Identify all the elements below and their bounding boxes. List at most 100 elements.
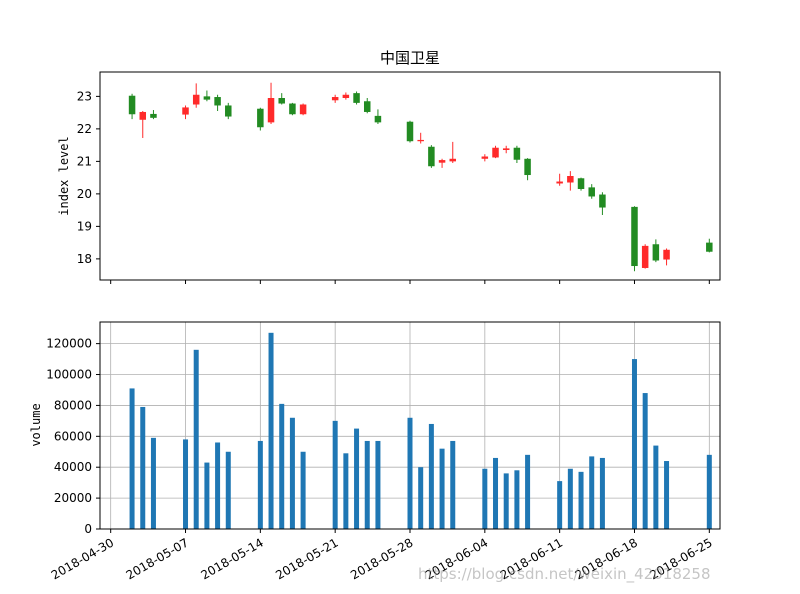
candle-body bbox=[150, 113, 157, 118]
volume-bar bbox=[129, 388, 135, 529]
candle-body bbox=[663, 249, 670, 260]
candlestick bbox=[417, 132, 424, 144]
volume-ytick-label: 100000 bbox=[46, 368, 92, 382]
volume-bar bbox=[589, 456, 595, 529]
candlestick bbox=[278, 93, 285, 105]
candlestick bbox=[406, 120, 414, 143]
candlestick bbox=[641, 244, 649, 269]
candlestick bbox=[428, 145, 435, 168]
volume-bar bbox=[354, 428, 360, 529]
candle-body bbox=[192, 94, 200, 105]
candlestick bbox=[289, 102, 296, 116]
volume-bar bbox=[439, 448, 445, 529]
watermark-text: https://blog.csdn.net/weixin_42018258 bbox=[418, 565, 711, 583]
candle-body bbox=[481, 156, 489, 159]
price-ytick-label: 19 bbox=[77, 219, 92, 233]
volume-bar bbox=[493, 457, 499, 529]
candlestick bbox=[513, 145, 521, 163]
candlestick bbox=[706, 238, 713, 253]
candle-body bbox=[363, 101, 371, 112]
candle-body bbox=[331, 97, 339, 101]
candlestick bbox=[192, 83, 200, 108]
candle-body bbox=[203, 96, 211, 100]
candlestick bbox=[502, 145, 510, 154]
candle-body bbox=[631, 206, 638, 267]
volume-bar bbox=[300, 451, 306, 529]
candlestick bbox=[203, 90, 211, 102]
volume-bar bbox=[642, 393, 648, 529]
volume-bar bbox=[183, 439, 189, 529]
candle-body bbox=[182, 107, 189, 115]
candlestick bbox=[182, 105, 189, 120]
candlestick bbox=[128, 93, 136, 120]
candlestick bbox=[353, 91, 360, 105]
candlestick bbox=[438, 158, 446, 168]
candlestick bbox=[652, 239, 660, 263]
candle-body bbox=[214, 97, 221, 106]
volume-bar bbox=[706, 454, 712, 529]
volume-ytick-label: 20000 bbox=[54, 491, 92, 505]
volume-bar bbox=[257, 440, 263, 529]
candlestick bbox=[225, 102, 232, 120]
volume-ytick-label: 80000 bbox=[54, 398, 92, 412]
candle-body bbox=[492, 147, 499, 158]
volume-ytick-label: 120000 bbox=[46, 337, 92, 351]
volume-bar bbox=[525, 454, 531, 529]
candle-body bbox=[567, 176, 574, 183]
volume-bar bbox=[268, 332, 274, 529]
candle-body bbox=[706, 242, 713, 252]
volume-ytick-label: 40000 bbox=[54, 460, 92, 474]
candle-body bbox=[502, 148, 510, 150]
price-ytick-label: 18 bbox=[77, 252, 92, 266]
volume-bar bbox=[150, 437, 156, 529]
volume-bar bbox=[428, 423, 434, 529]
volume-bar bbox=[599, 457, 605, 529]
candlestick bbox=[257, 107, 264, 131]
candlestick bbox=[139, 111, 147, 138]
candlestick bbox=[150, 110, 157, 120]
candlestick bbox=[449, 141, 457, 163]
candlestick bbox=[556, 173, 563, 186]
candle-body bbox=[225, 105, 232, 117]
price-ytick-label: 21 bbox=[77, 154, 92, 168]
price-ytick-label: 20 bbox=[77, 187, 92, 201]
price-axis-label: index level bbox=[57, 136, 71, 215]
candle-body bbox=[278, 98, 285, 104]
candlestick bbox=[363, 98, 371, 114]
candlestick bbox=[524, 158, 531, 181]
volume-bar bbox=[140, 406, 146, 529]
volume-bar bbox=[418, 467, 424, 529]
candle-body bbox=[449, 158, 457, 162]
volume-bar bbox=[482, 468, 488, 529]
candle-body bbox=[267, 98, 275, 123]
volume-bar bbox=[503, 473, 509, 529]
volume-bar bbox=[653, 445, 659, 529]
candle-body bbox=[588, 187, 595, 197]
candle-body bbox=[289, 103, 296, 115]
candlestick bbox=[492, 145, 499, 159]
candlestick bbox=[663, 248, 670, 266]
candle-body bbox=[438, 160, 446, 163]
volume-axis-label: volume bbox=[29, 403, 43, 446]
volume-bar bbox=[289, 417, 295, 529]
candlestick bbox=[567, 171, 574, 191]
candlestick bbox=[374, 109, 382, 124]
candlestick bbox=[299, 103, 307, 116]
volume-bar bbox=[215, 442, 221, 529]
candle-body bbox=[652, 244, 660, 261]
candlestick bbox=[342, 92, 350, 100]
candlestick bbox=[481, 154, 489, 162]
candle-body bbox=[556, 181, 563, 184]
candlestick bbox=[577, 177, 585, 191]
volume-bar bbox=[204, 462, 210, 529]
volume-plot-frame bbox=[99, 321, 721, 530]
candle-body bbox=[428, 146, 435, 167]
candle-body bbox=[406, 121, 414, 142]
candle-body bbox=[353, 93, 360, 103]
volume-bar bbox=[279, 403, 285, 529]
candlestick bbox=[588, 184, 595, 199]
price-panel: 中国卫星 index level 18 19 20 21 22 23 bbox=[57, 49, 721, 284]
volume-bar bbox=[514, 470, 520, 529]
candle-body bbox=[417, 139, 424, 142]
